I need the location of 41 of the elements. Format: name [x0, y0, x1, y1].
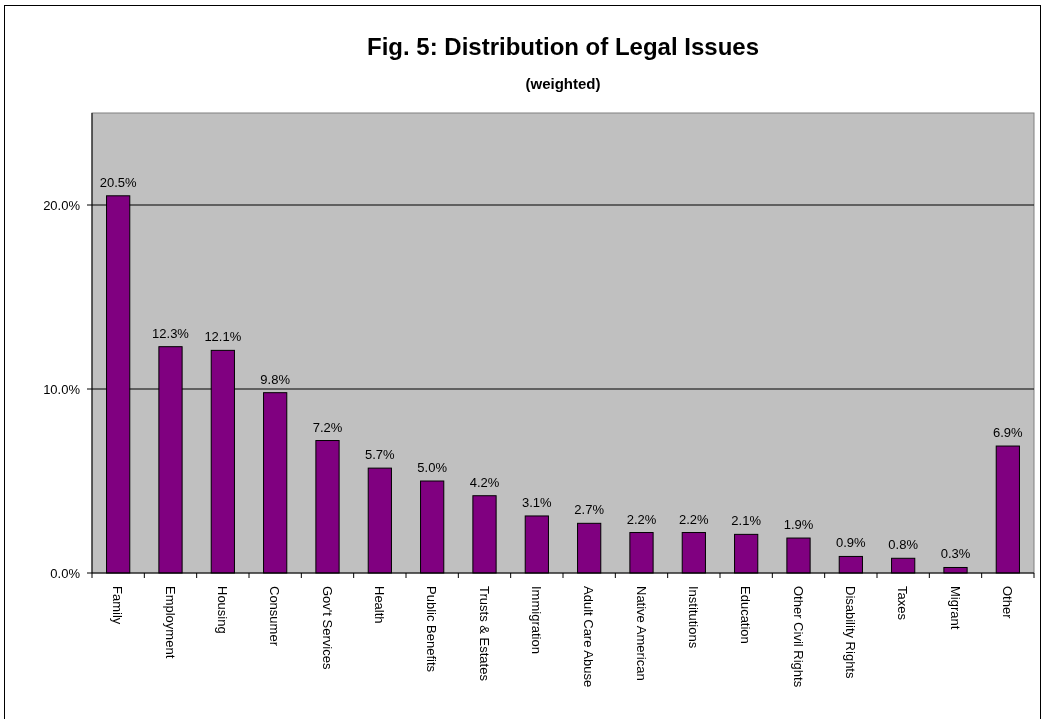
data-label: 5.0% [417, 460, 448, 475]
x-tick-label: Consumer [267, 586, 283, 647]
data-label: 6.9% [993, 425, 1024, 441]
y-tick-label: 20.0% [43, 197, 81, 213]
x-tick-label: Education [738, 586, 754, 644]
data-label: 20.5% [99, 174, 138, 190]
x-tick-label: Public Benefits [424, 586, 440, 673]
x-tick-label: Disability Rights [842, 586, 858, 679]
x-tick-label: Taxes [895, 586, 911, 621]
data-label: 5.7% [365, 447, 396, 463]
x-tick-label: Adult Care Abuse [581, 586, 597, 688]
x-tick-label: Institutions [685, 586, 701, 649]
data-label: 0.3% [940, 546, 971, 562]
data-label: 2.2% [679, 511, 710, 527]
data-label: 2.2% [626, 511, 657, 527]
data-label: 3.1% [522, 494, 553, 510]
data-label: 12.3% [152, 325, 190, 341]
x-tick-label: Health [371, 586, 387, 624]
x-tick-label: Employment [162, 586, 178, 659]
x-tick-label: Family [110, 586, 126, 625]
data-label: 0.9% [836, 535, 867, 551]
y-tick-label: 0.0% [50, 565, 81, 581]
x-tick-label: Immigration [528, 586, 544, 654]
x-tick-label: Native American [633, 586, 649, 681]
data-label: 0.8% [888, 537, 919, 553]
chart-title: Fig. 5: Distribution of Legal Issues [366, 33, 760, 60]
x-tick-label: Other Civil Rights [790, 586, 806, 688]
data-label: 12.1% [204, 329, 242, 345]
y-tick-label: 10.0% [43, 381, 81, 397]
data-label: 2.7% [574, 502, 605, 518]
x-tick-label: Housing [214, 586, 230, 634]
data-label: 7.2% [312, 419, 343, 435]
data-label: 1.9% [783, 517, 814, 533]
data-label: 2.1% [731, 513, 762, 529]
x-tick-label: Gov't Services [319, 586, 335, 670]
data-label: 9.8% [260, 371, 291, 387]
x-tick-label: Other [999, 586, 1015, 620]
x-tick-label: Migrant [947, 586, 963, 630]
data-label: 4.2% [469, 474, 500, 490]
x-tick-label: Trusts & Estates [476, 586, 492, 682]
chart-subtitle: (weighted) [525, 75, 601, 92]
